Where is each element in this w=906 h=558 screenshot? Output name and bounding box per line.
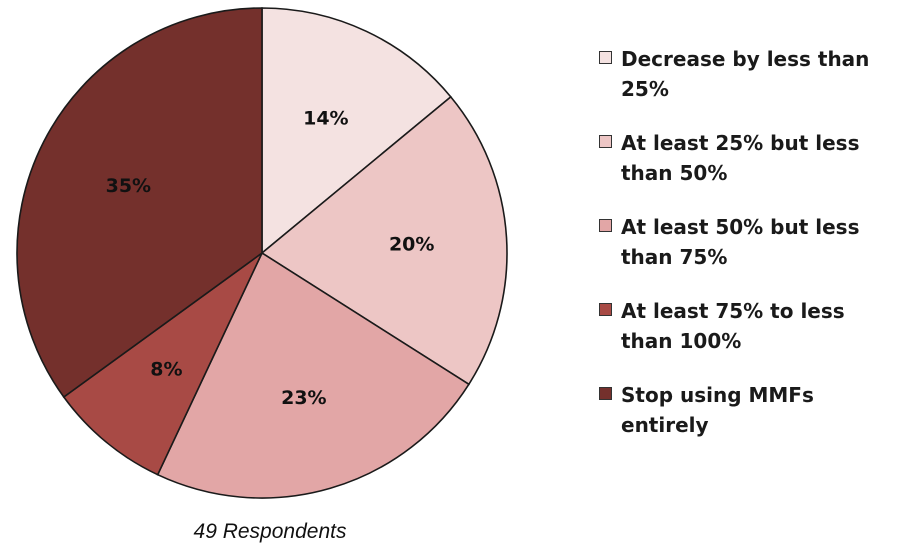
respondents-note: 49 Respondents	[193, 520, 347, 543]
legend-label: At least 75% to less than 100%	[621, 299, 845, 353]
legend-item-75-to-100: At least 75% to less than 100%	[597, 296, 897, 356]
legend-swatch	[599, 135, 612, 148]
pie-slice-75-to-100	[62, 252, 263, 476]
legend-label: Stop using MMFs entirely	[621, 383, 814, 437]
slice-label-decrease-less-25: 14%	[303, 107, 348, 129]
legend-label: At least 50% but less than 75%	[621, 215, 860, 269]
pie-slice-50-to-75	[156, 251, 470, 499]
pie-slice-25-to-50	[260, 95, 508, 386]
legend-label: At least 25% but less than 50%	[621, 131, 860, 185]
legend-item-decrease-less-25: Decrease by less than 25%	[597, 44, 897, 104]
slice-label-75-to-100: 8%	[150, 359, 182, 381]
pie-slice-decrease-less-25	[261, 7, 452, 255]
slice-label-25-to-50: 20%	[389, 234, 434, 256]
legend-swatch	[599, 219, 612, 232]
pie-slice-stop-using	[16, 7, 263, 399]
legend-swatch	[599, 387, 612, 400]
legend-item-25-to-50: At least 25% but less than 50%	[597, 128, 897, 188]
legend-label: Decrease by less than 25%	[621, 47, 870, 101]
slice-label-stop-using: 35%	[106, 175, 151, 197]
legend-swatch	[599, 51, 612, 64]
legend-swatch	[599, 303, 612, 316]
slice-label-50-to-75: 23%	[281, 387, 326, 409]
legend-item-50-to-75: At least 50% but less than 75%	[597, 212, 897, 272]
legend: Decrease by less than 25% At least 25% b…	[597, 44, 897, 464]
legend-item-stop-using: Stop using MMFs entirely	[597, 380, 897, 440]
